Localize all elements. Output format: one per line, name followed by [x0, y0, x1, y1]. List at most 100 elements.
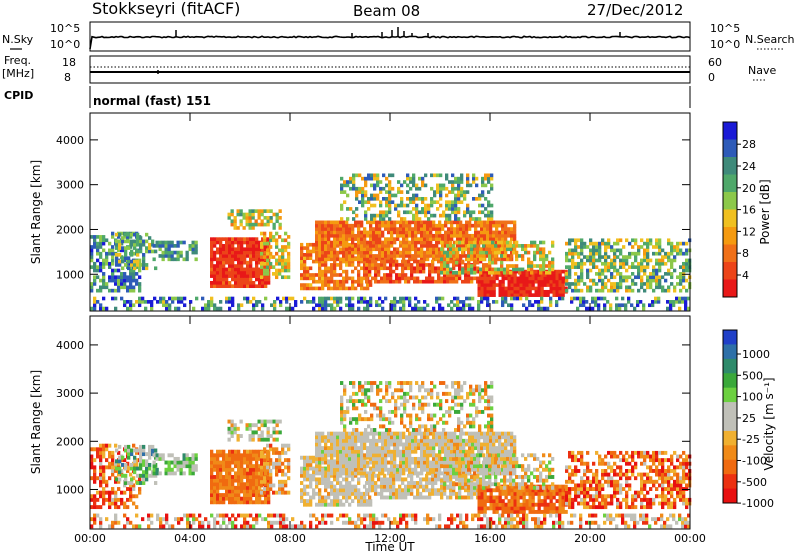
heatmap-cell	[252, 247, 256, 252]
heatmap-cell	[530, 240, 534, 245]
heatmap-cell	[240, 237, 244, 241]
heatmap-cell	[631, 245, 635, 249]
heatmap-cell	[129, 268, 133, 273]
heatmap-cell	[306, 256, 310, 261]
heatmap-cell	[231, 274, 235, 278]
heatmap-cell	[318, 276, 322, 281]
heatmap-cell	[363, 455, 367, 460]
heatmap-cell	[597, 306, 601, 311]
heatmap-cell	[360, 453, 364, 458]
heatmap-cell	[231, 296, 235, 301]
heatmap-cell	[450, 471, 454, 476]
heatmap-cell	[261, 277, 265, 282]
heatmap-cell	[129, 300, 133, 304]
heatmap-cell	[330, 446, 334, 451]
heatmap-cell	[387, 227, 391, 231]
heatmap-cell	[509, 270, 513, 275]
heatmap-cell	[243, 493, 247, 498]
heatmap-cell	[132, 268, 136, 273]
heatmap-cell	[366, 449, 370, 454]
heatmap-cell	[402, 446, 406, 451]
heatmap-cell	[463, 190, 467, 194]
heatmap-cell	[348, 306, 352, 311]
heatmap-cell	[240, 260, 244, 265]
heatmap-cell	[437, 273, 441, 277]
heatmap-cell	[447, 247, 451, 252]
heatmap-cell	[444, 240, 448, 245]
heatmap-cell	[194, 250, 198, 255]
heatmap-cell	[219, 260, 223, 265]
heatmap-cell	[667, 268, 671, 273]
heatmap-cell	[324, 466, 328, 471]
heatmap-cell	[601, 285, 605, 290]
heatmap-cell	[248, 434, 252, 438]
heatmap-cell	[537, 300, 541, 304]
heatmap-cell	[441, 254, 445, 258]
heatmap-cell	[561, 296, 565, 301]
heatmap-cell	[375, 220, 379, 225]
heatmap-cell	[118, 263, 122, 267]
heatmap-cell	[381, 250, 385, 255]
heatmap-cell	[309, 300, 313, 304]
heatmap-cell	[382, 173, 386, 178]
heatmap-cell	[396, 453, 400, 458]
heatmap-cell	[580, 265, 584, 269]
heatmap-cell	[408, 453, 412, 458]
heatmap-cell	[180, 296, 184, 301]
heatmap-cell	[525, 269, 529, 274]
heatmap-cell	[498, 279, 502, 284]
heatmap-cell	[609, 306, 613, 311]
heatmap-cell	[237, 485, 241, 490]
heatmap-cell	[388, 210, 392, 215]
heatmap-cell	[216, 306, 220, 311]
heatmap-cell	[396, 446, 400, 451]
heatmap-cell	[643, 248, 647, 253]
heatmap-cell	[260, 231, 264, 236]
heatmap-cell	[315, 456, 319, 461]
heatmap-cell	[439, 196, 443, 201]
heatmap-cell	[467, 267, 471, 272]
heatmap-cell	[312, 477, 316, 482]
heatmap-cell	[318, 223, 322, 228]
heatmap-cell	[336, 502, 340, 507]
heatmap-cell	[393, 303, 397, 308]
heatmap-cell	[327, 276, 331, 281]
heatmap-cell	[667, 288, 671, 293]
heatmap-cell	[393, 431, 397, 436]
heatmap-cell	[234, 478, 238, 483]
heatmap-cell	[580, 251, 584, 256]
heatmap-cell	[446, 267, 450, 272]
heatmap-cell	[579, 296, 583, 301]
heatmap-cell	[375, 449, 379, 454]
heatmap-cell	[411, 306, 415, 311]
heatmap-cell	[117, 285, 121, 290]
heatmap-cell	[446, 257, 450, 262]
heatmap-cell	[219, 453, 223, 458]
heatmap-cell	[552, 276, 556, 281]
y-tick-label: 3000	[56, 179, 84, 192]
heatmap-cell	[423, 240, 427, 245]
heatmap-cell	[132, 476, 136, 481]
heatmap-cell	[93, 238, 97, 243]
heatmap-cell	[228, 482, 232, 487]
heatmap-cell	[360, 442, 364, 447]
heatmap-cell	[408, 230, 412, 235]
heatmap-cell	[565, 272, 569, 276]
heatmap-cell	[408, 247, 412, 252]
heatmap-cell	[93, 497, 97, 502]
heatmap-cell	[257, 209, 261, 213]
heatmap-cell	[492, 230, 496, 235]
heatmap-cell	[675, 296, 679, 301]
heatmap-cell	[243, 250, 247, 255]
heatmap-cell	[406, 196, 410, 201]
heatmap-cell	[549, 279, 553, 284]
heatmap-cell	[503, 247, 507, 252]
heatmap-cell	[426, 431, 430, 436]
heatmap-cell	[534, 279, 538, 284]
heatmap-cell	[120, 285, 124, 290]
heatmap-cell	[402, 464, 406, 469]
heatmap-cell	[234, 247, 238, 252]
heatmap-cell	[470, 264, 474, 268]
heatmap-cell	[155, 244, 159, 248]
heatmap-cell	[243, 496, 247, 501]
